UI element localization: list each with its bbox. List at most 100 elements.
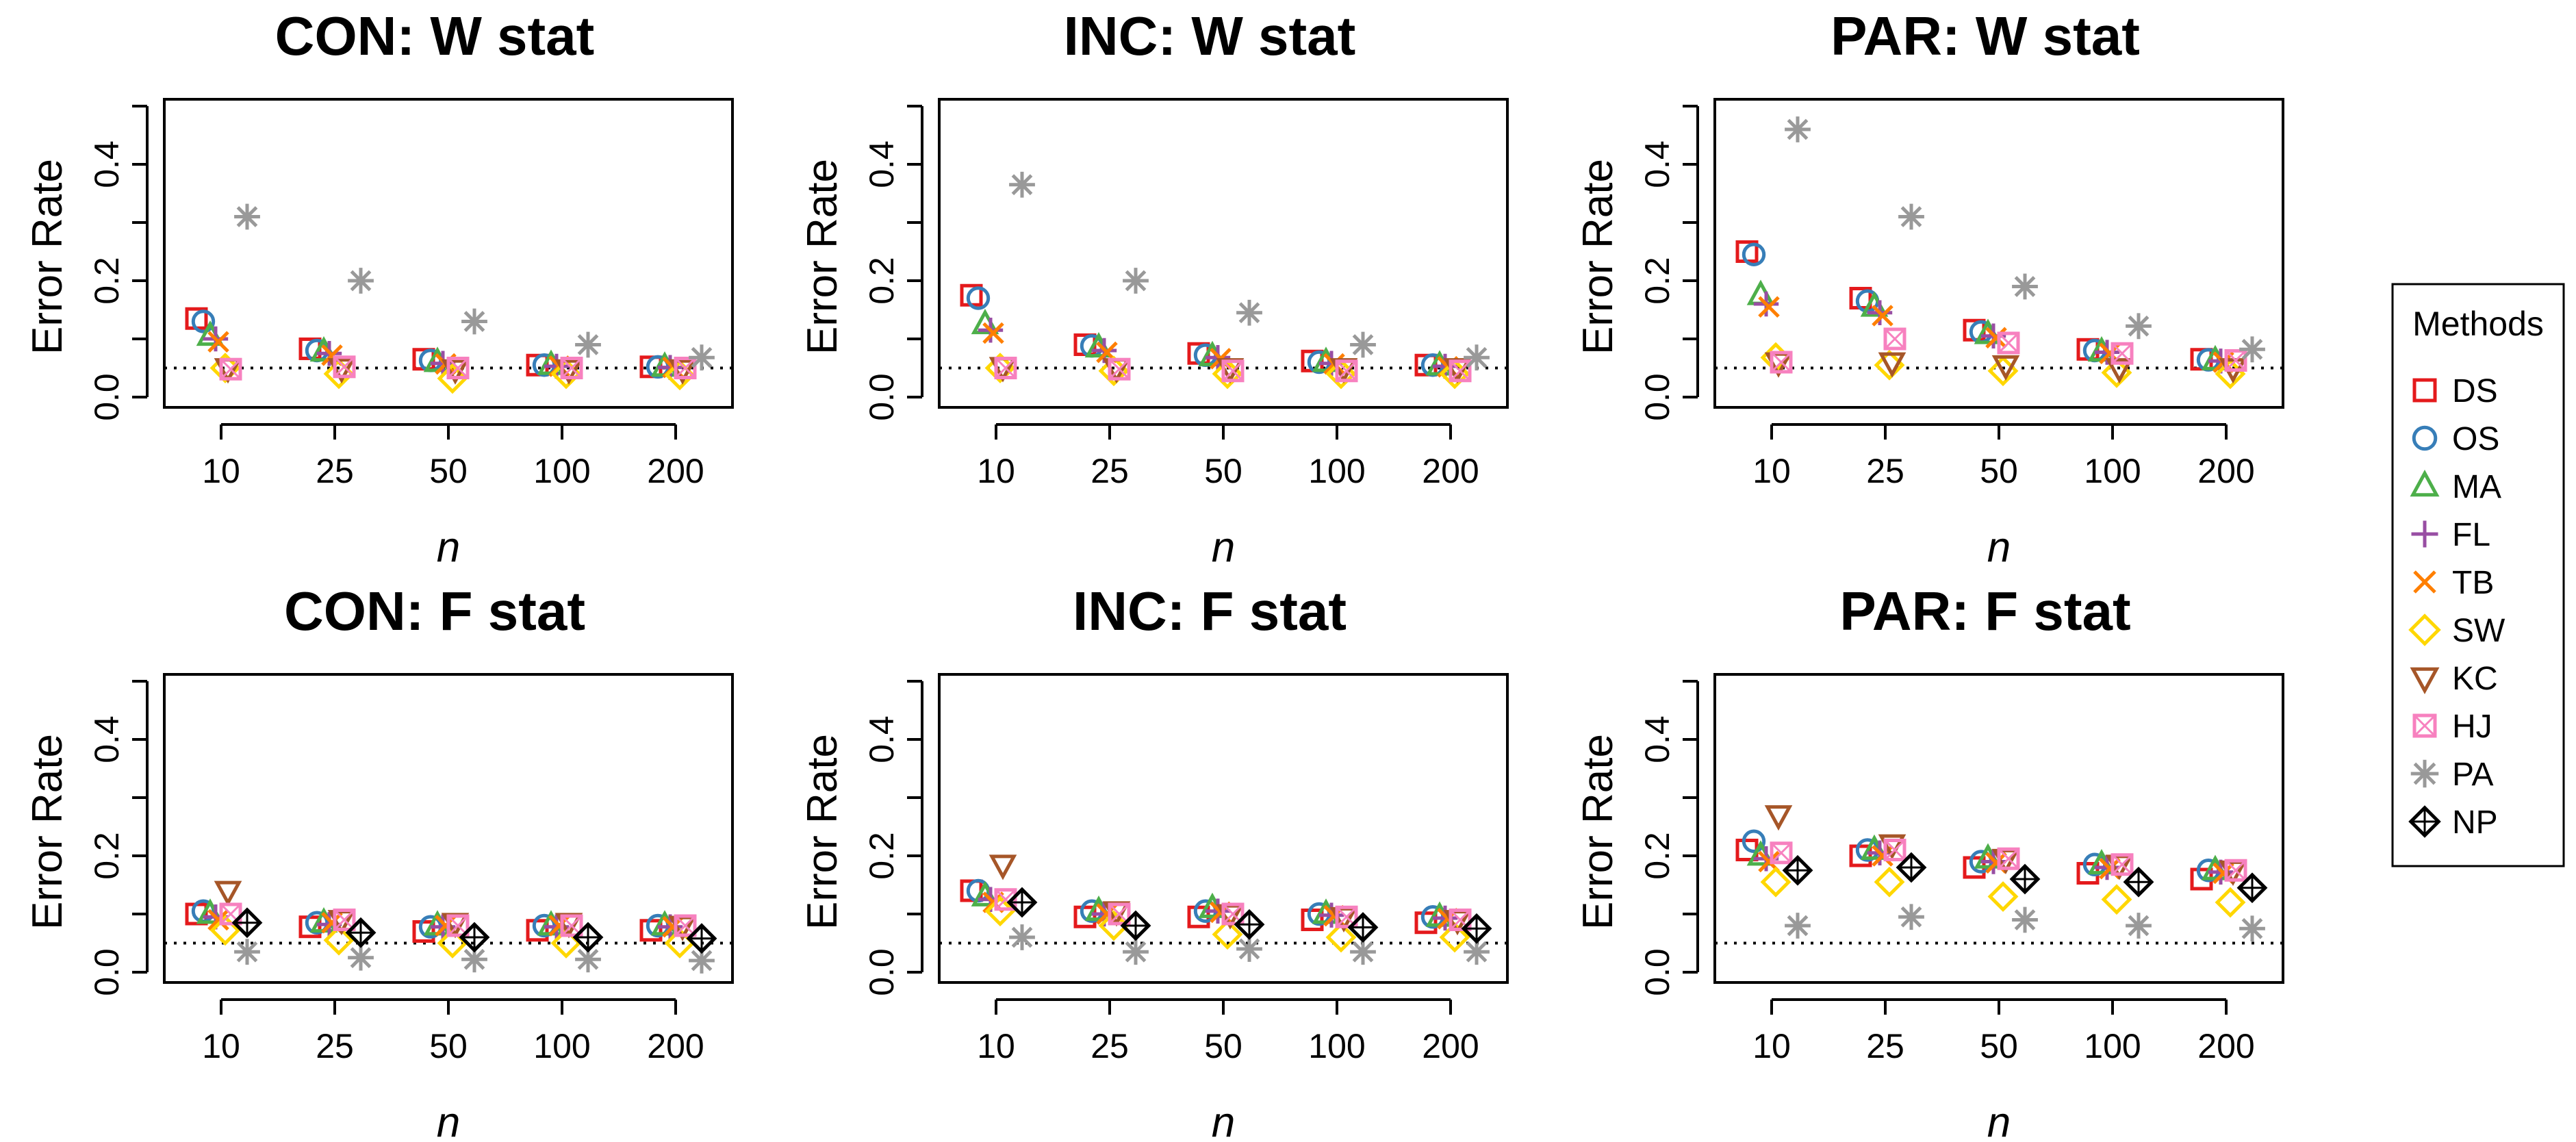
point-sw xyxy=(2101,884,2132,915)
y-tick-label: 0.2 xyxy=(863,832,901,880)
point-hj xyxy=(1997,331,2020,355)
point-np xyxy=(572,922,604,953)
point-os xyxy=(1742,242,1766,266)
point-sw xyxy=(1874,866,1905,898)
point-hj xyxy=(333,355,356,379)
y-tick-label: 0.0 xyxy=(88,948,126,996)
legend-item-ds: DS xyxy=(2412,373,2498,409)
point-pa xyxy=(2012,906,2038,933)
point-hj xyxy=(1883,839,1907,861)
x-axis-label: n xyxy=(437,1099,460,1142)
point-os xyxy=(1742,829,1766,853)
point-hj xyxy=(1997,847,2020,870)
y-tick-label: 0.4 xyxy=(1638,140,1676,188)
point-tb xyxy=(1758,296,1780,318)
point-pa xyxy=(1123,268,1149,294)
point-pa xyxy=(1236,936,1262,962)
point-hj xyxy=(2224,348,2247,372)
legend-marker-sw xyxy=(2408,613,2441,646)
point-pa xyxy=(2239,915,2265,942)
y-tick-label: 0.0 xyxy=(863,373,901,421)
x-tick-label: 50 xyxy=(1204,1027,1242,1065)
x-tick-label: 25 xyxy=(1091,452,1129,490)
point-hj xyxy=(2110,853,2134,876)
x-tick-label: 25 xyxy=(316,452,354,490)
x-tick-label: 10 xyxy=(202,452,240,490)
point-tb xyxy=(1872,305,1893,327)
legend-label: HJ xyxy=(2452,709,2492,745)
point-pa xyxy=(575,946,601,973)
legend-item-tb: TB xyxy=(2413,565,2494,601)
y-axis-label: Error Rate xyxy=(799,159,846,355)
y-tick-label: 0.0 xyxy=(863,948,901,996)
point-np xyxy=(1347,912,1379,943)
panel-6: PAR: F stat 0.0 0.2 0.4 Error Rate 10 25 50 100 2… xyxy=(1574,581,2284,1142)
point-np xyxy=(345,917,377,948)
point-hj xyxy=(1335,359,1358,383)
x-tick-label: 50 xyxy=(1980,1027,2018,1065)
y-tick-label: 0.4 xyxy=(863,715,901,763)
point-pa xyxy=(2126,313,2152,340)
point-sw xyxy=(1325,922,1357,953)
x-tick-label: 25 xyxy=(1866,1027,1904,1065)
point-os xyxy=(966,286,991,310)
point-np xyxy=(2236,872,2268,904)
plot-frame xyxy=(938,98,1509,409)
point-pa xyxy=(1236,299,1262,326)
legend-marker-tb xyxy=(2413,570,2436,594)
point-sw xyxy=(1212,919,1243,950)
point-hj xyxy=(2110,342,2134,365)
point-ds xyxy=(1073,905,1097,928)
y-axis-label: Error Rate xyxy=(799,734,846,930)
point-tb xyxy=(982,322,1004,344)
point-ds xyxy=(1849,844,1872,867)
legend-label: FL xyxy=(2452,517,2490,553)
legend-label: PA xyxy=(2452,757,2493,793)
legend-item-kc: KC xyxy=(2410,661,2498,697)
x-tick-label: 10 xyxy=(1752,452,1791,490)
point-pa xyxy=(1464,939,1490,965)
point-hj xyxy=(1221,359,1245,383)
point-hj xyxy=(1108,357,1131,381)
point-kc xyxy=(989,854,1017,880)
point-np xyxy=(1896,852,1927,883)
point-pa xyxy=(575,331,601,358)
y-tick-label: 0.4 xyxy=(1638,715,1676,763)
x-tick-label: 10 xyxy=(202,1027,240,1065)
x-tick-label: 100 xyxy=(2084,452,2141,490)
point-np xyxy=(459,922,490,953)
x-tick-label: 50 xyxy=(429,1027,468,1065)
point-pa xyxy=(1898,904,1924,930)
point-np xyxy=(1120,910,1151,941)
panel-5: INC: F stat 0.0 0.2 0.4 Error Rate 10 25 50 100 2… xyxy=(799,581,1509,1142)
point-hj xyxy=(1449,359,1472,383)
legend-items: DS OS MA FL TB SW KC HJ PA NP xyxy=(2408,373,2505,841)
legend-marker-kc xyxy=(2410,667,2440,694)
legend-label: OS xyxy=(2452,421,2499,457)
legend-marker-ds xyxy=(2412,378,2437,403)
legend-marker-np xyxy=(2408,805,2441,838)
y-tick-label: 0.4 xyxy=(88,715,126,763)
x-tick-label: 200 xyxy=(2197,1027,2254,1065)
point-pa xyxy=(689,344,715,371)
point-pa xyxy=(461,946,487,973)
point-ds xyxy=(1414,911,1438,935)
point-hj xyxy=(560,357,583,379)
point-hj xyxy=(674,357,697,379)
legend-item-np: NP xyxy=(2408,804,2498,841)
point-sw xyxy=(209,915,241,946)
y-axis-label: Error Rate xyxy=(24,159,71,355)
point-pa xyxy=(1009,171,1035,198)
x-axis-label: n xyxy=(437,524,460,571)
legend-item-pa: PA xyxy=(2410,757,2493,793)
legend-label: SW xyxy=(2452,613,2505,649)
point-pa xyxy=(1785,913,1811,939)
point-tb xyxy=(1985,327,2007,349)
point-pa xyxy=(461,308,487,335)
point-hj xyxy=(219,357,242,381)
point-kc xyxy=(2105,358,2134,384)
point-pa xyxy=(2012,273,2038,300)
x-tick-label: 10 xyxy=(977,452,1015,490)
point-pa xyxy=(1785,116,1811,142)
